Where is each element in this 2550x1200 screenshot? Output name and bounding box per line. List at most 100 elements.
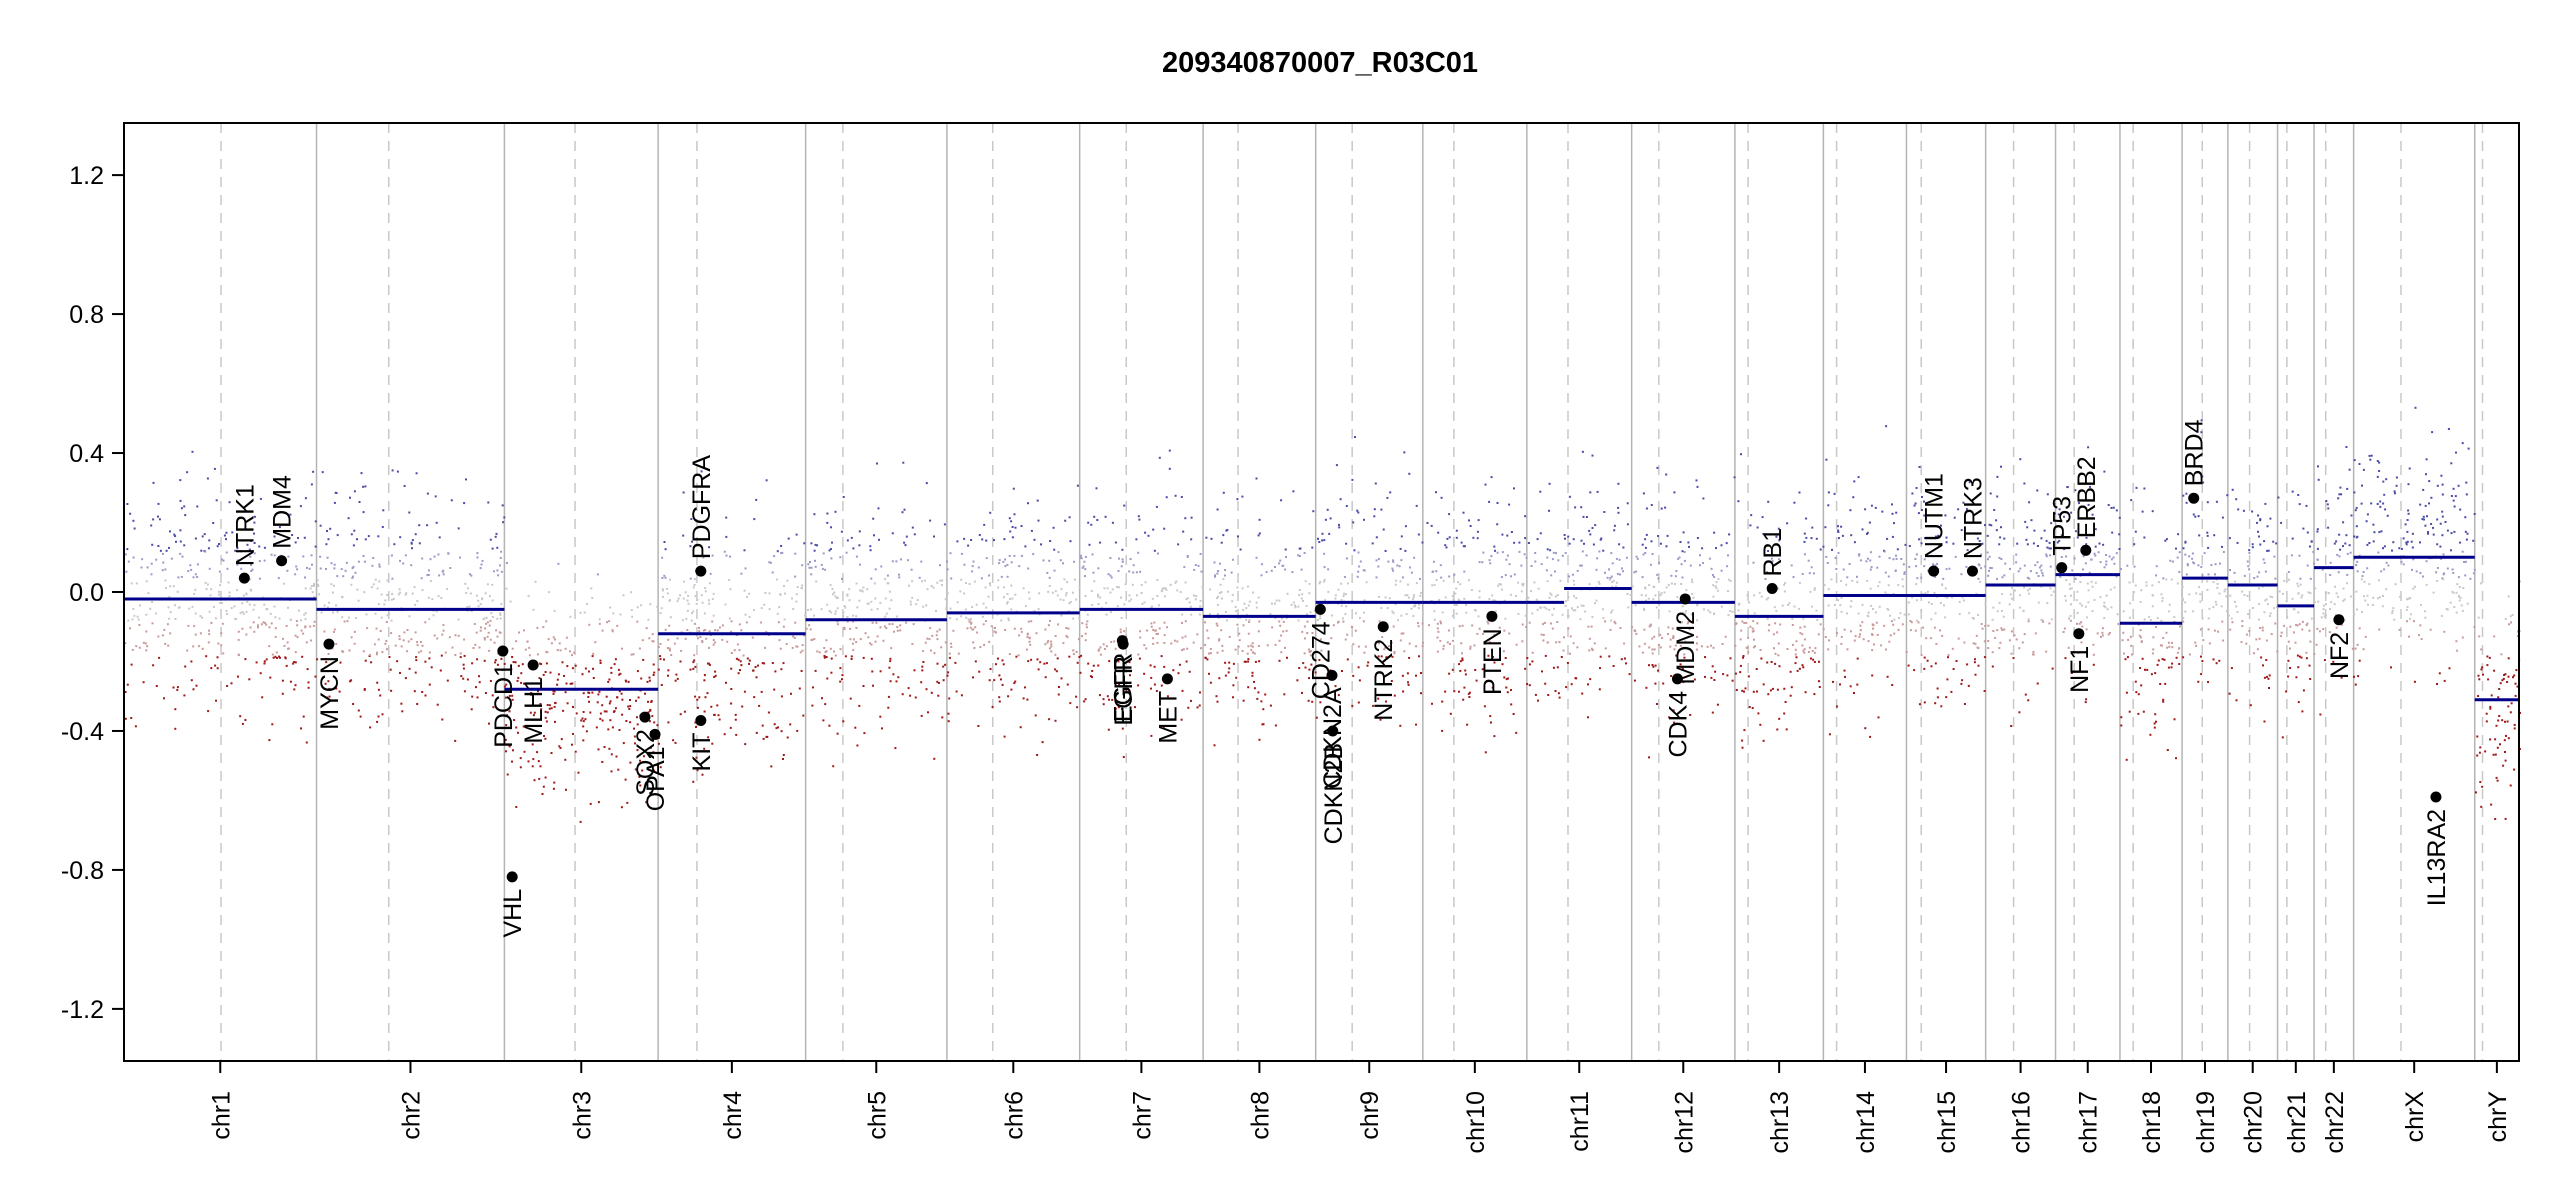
probe-point: [505, 562, 508, 564]
probe-point: [627, 705, 630, 708]
probe-point: [1418, 603, 1420, 606]
probe-point: [263, 622, 266, 624]
probe-point: [828, 549, 831, 552]
probe-point: [1185, 660, 1188, 663]
probe-point: [1659, 542, 1662, 545]
probe-point: [1303, 652, 1306, 655]
probe-point: [2513, 727, 2516, 730]
probe-point: [2001, 629, 2004, 631]
probe-point: [1817, 633, 1820, 636]
probe-point: [1339, 498, 1342, 501]
probe-point: [1995, 519, 1998, 522]
probe-point: [1139, 630, 1142, 633]
probe-point: [2086, 582, 2089, 585]
probe-point: [2507, 675, 2510, 678]
probe-point: [1710, 567, 1713, 570]
probe-point: [871, 670, 874, 673]
probe-point: [132, 607, 135, 610]
probe-point: [1087, 662, 1090, 665]
probe-point: [1186, 597, 1189, 600]
probe-point: [2257, 618, 2260, 621]
probe-point: [2430, 496, 2433, 499]
probe-point: [849, 627, 852, 630]
probe-point: [1612, 665, 1615, 667]
probe-point: [1645, 686, 1648, 689]
probe-point: [2184, 610, 2187, 613]
probe-point: [1742, 656, 1744, 659]
probe-point: [1777, 527, 1780, 530]
probe-point: [2449, 601, 2452, 604]
probe-point: [1999, 536, 2002, 539]
probe-point: [1305, 613, 1308, 616]
probe-point: [2206, 580, 2209, 583]
probe-point: [796, 586, 799, 588]
probe-point: [1060, 588, 1063, 591]
probe-point: [486, 621, 489, 624]
probe-point: [1286, 656, 1288, 659]
probe-point: [1099, 596, 1102, 599]
probe-point: [250, 570, 253, 572]
probe-point: [2257, 530, 2259, 533]
probe-point: [647, 700, 649, 703]
probe-point: [2456, 583, 2459, 586]
probe-point: [2199, 593, 2202, 596]
probe-point: [2214, 573, 2216, 576]
probe-point: [428, 618, 431, 621]
probe-point: [1022, 587, 1025, 590]
probe-point: [694, 695, 697, 698]
probe-point: [1611, 585, 1614, 588]
probe-point: [1278, 562, 1281, 565]
probe-point: [1932, 564, 1934, 567]
probe-point: [2258, 637, 2261, 640]
probe-point: [1615, 557, 1618, 560]
probe-point: [2248, 568, 2251, 571]
probe-point: [1778, 539, 1781, 542]
probe-point: [1437, 531, 1440, 534]
probe-point: [237, 630, 240, 633]
probe-point: [1247, 660, 1250, 663]
probe-point: [978, 670, 981, 673]
probe-point: [2473, 625, 2476, 628]
probe-point: [2201, 574, 2204, 577]
probe-point: [1680, 563, 1683, 566]
probe-point: [601, 719, 604, 722]
probe-point: [1940, 705, 1943, 708]
probe-point: [1123, 630, 1126, 633]
probe-point: [582, 692, 585, 695]
probe-point: [1116, 585, 1119, 588]
probe-point: [1978, 564, 1981, 567]
probe-point: [2143, 618, 2146, 621]
probe-point: [1665, 545, 1668, 548]
probe-point: [2453, 606, 2456, 608]
probe-point: [2370, 454, 2373, 457]
probe-point: [362, 485, 365, 488]
probe-point: [1255, 606, 1258, 609]
probe-point: [293, 688, 296, 691]
probe-point: [2247, 613, 2250, 615]
probe-point: [2322, 604, 2325, 607]
probe-point: [1848, 563, 1851, 565]
probe-point: [1062, 562, 1064, 565]
probe-point: [372, 583, 375, 586]
probe-point: [1872, 624, 1875, 626]
probe-point: [1801, 644, 1804, 647]
probe-point: [500, 550, 503, 553]
probe-point: [220, 644, 223, 647]
probe-point: [1776, 728, 1779, 731]
probe-point: [2165, 631, 2168, 634]
probe-point: [937, 694, 940, 697]
probe-point: [1210, 537, 1213, 540]
probe-point: [2368, 542, 2371, 544]
probe-point: [2361, 575, 2364, 578]
probe-point: [2276, 605, 2278, 608]
probe-point: [1253, 680, 1255, 683]
probe-point: [1907, 664, 1910, 667]
probe-point: [884, 615, 887, 618]
probe-point: [2441, 483, 2444, 486]
probe-point: [1555, 641, 1558, 644]
probe-point: [1006, 602, 1008, 605]
probe-point: [1521, 583, 1524, 586]
probe-point: [2497, 696, 2500, 699]
probe-point: [1084, 632, 1087, 635]
probe-point: [710, 705, 713, 708]
